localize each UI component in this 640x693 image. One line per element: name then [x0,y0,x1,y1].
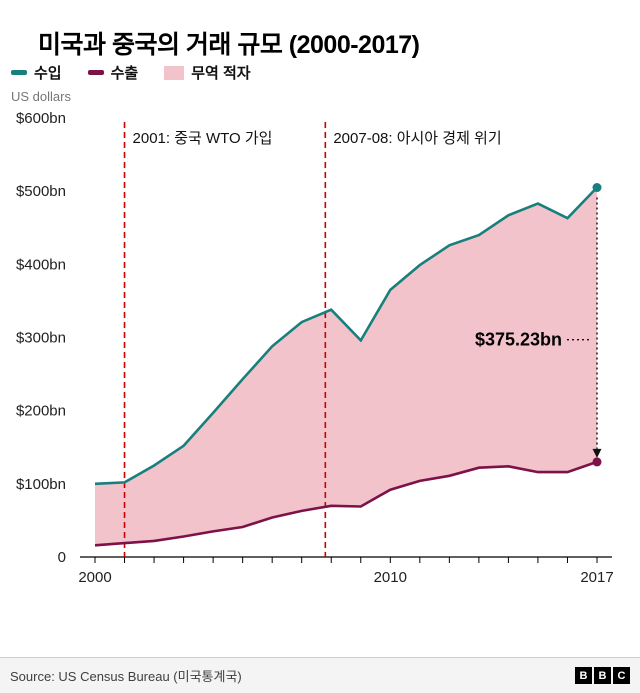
legend-item-imports: 수입 [11,62,62,83]
footer-bar: Source: US Census Bureau (미국통계국) B B C [0,657,640,693]
deficit-area [95,187,597,546]
legend-item-deficit: 무역 적자 [164,62,251,83]
legend-label-imports: 수입 [34,65,62,82]
bbc-logo-letter: C [613,667,630,684]
imports-end-dot [592,183,602,193]
source-text: Source: US Census Bureau (미국통계국) [10,669,242,684]
exports-swatch-icon [87,70,104,75]
units-label: US dollars [11,89,71,104]
gap-arrow-down-icon [592,448,602,458]
y-axis-tick-label: $200bn [16,403,66,420]
event-vline-label: 2007-08: 아시아 경제 위기 [333,130,501,147]
exports-line [94,460,598,547]
x-axis-tick-label: 2017 [580,569,613,586]
y-axis-tick-label: $400bn [16,256,66,273]
chart-legend: 수입 수출 무역 적자 [11,62,251,83]
gap-value-label: $375.23bn [475,330,562,350]
y-axis-tick-label: $100bn [16,476,66,493]
bbc-logo-letter: B [594,667,611,684]
legend-item-exports: 수출 [87,62,139,83]
imports-swatch-icon [11,70,27,75]
imports-line [94,186,598,486]
exports-end-dot [592,457,602,467]
x-axis-tick-label: 2010 [374,569,407,586]
x-axis-tick-label: 2000 [78,569,111,586]
deficit-swatch-icon [164,65,185,80]
legend-label-deficit: 무역 적자 [191,65,251,82]
legend-label-exports: 수출 [110,65,139,82]
y-axis-tick-label: 0 [58,549,66,566]
event-vline-label: 2001: 중국 WTO 가입 [133,130,273,147]
y-axis-tick-label: $500bn [16,183,66,200]
bbc-logo: B B C [575,667,630,684]
page-title: 미국과 중국의 거래 규모 (2000-2017) [38,30,420,59]
y-axis-tick-label: $300bn [16,330,66,347]
y-axis-tick-label: $600bn [16,110,66,127]
bbc-logo-letter: B [575,667,592,684]
